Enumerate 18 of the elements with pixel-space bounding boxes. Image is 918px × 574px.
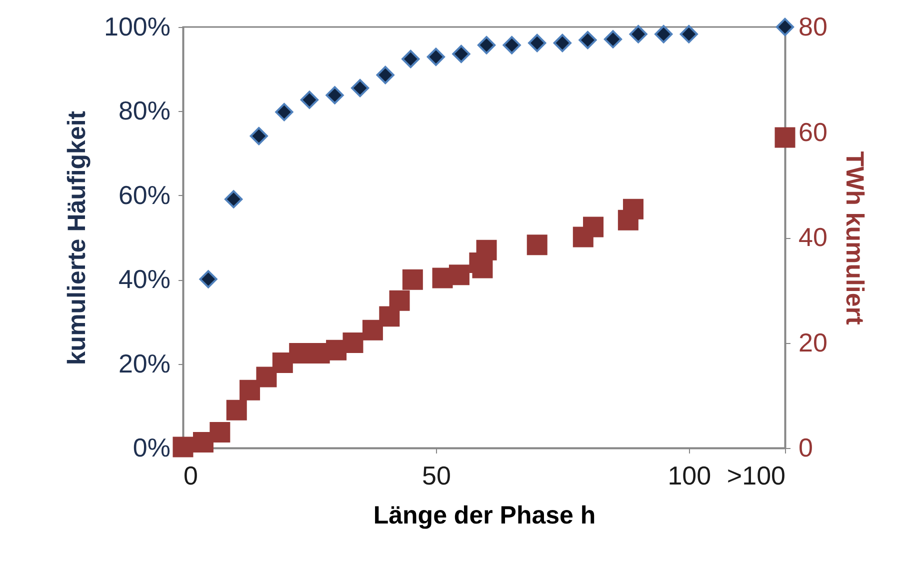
y-axis-title: kumulierte Häufigkeit [63, 110, 91, 366]
y2-tick-label: 20 [798, 327, 828, 358]
x-tick-label: 50 [422, 460, 451, 490]
x-axis-title: Länge der Phase h [373, 502, 596, 530]
y-tick-label: 60% [118, 180, 170, 210]
y-tick-label: 80% [118, 96, 170, 126]
x-tick-label: >100 [726, 460, 786, 490]
y2-tick-label: 40 [798, 222, 828, 252]
y2-tick-label: 60 [798, 116, 828, 147]
y-tick-label: 40% [118, 264, 170, 294]
y2-tick-label: 80 [798, 12, 828, 42]
x-tick-label: 0 [184, 460, 198, 490]
y-tick-label: 100% [104, 12, 170, 42]
y-tick-label: 20% [118, 348, 170, 378]
y2-tick-label: 0 [798, 432, 813, 462]
y2-axis-title: TWh kumuliert [840, 151, 868, 326]
y-tick-label: 0% [132, 432, 170, 462]
x-tick-label: 100 [668, 460, 712, 490]
